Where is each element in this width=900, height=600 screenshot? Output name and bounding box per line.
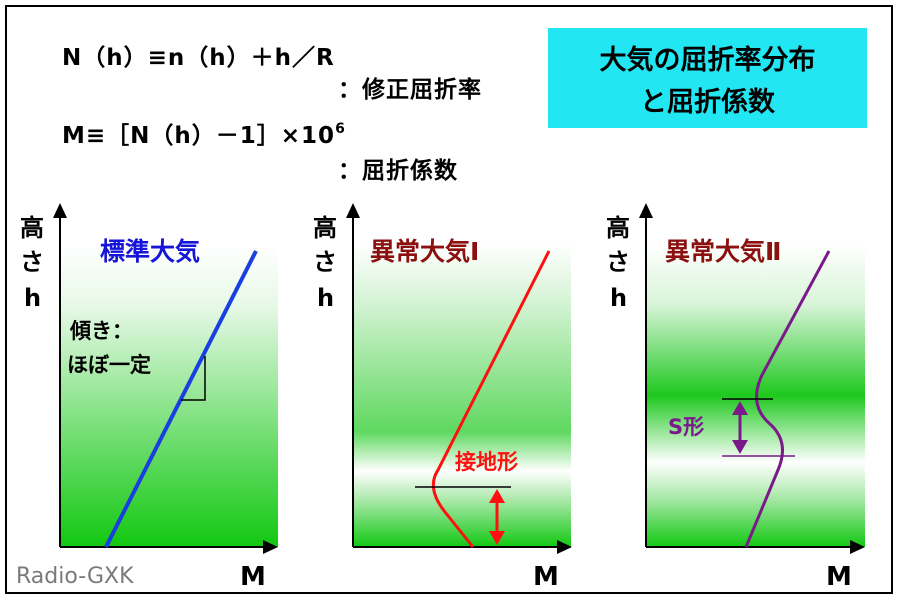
panel-2-background: [353, 244, 571, 547]
panel-2-title: 異常大気Ⅰ: [370, 237, 479, 266]
panel-3-x-label: M: [826, 562, 852, 592]
panel-2-y-arrowhead: [346, 203, 360, 218]
panel-1-title: 標準大気: [100, 237, 200, 266]
panel-3-height-arrow-down: [732, 440, 748, 454]
panel-3-y-label-3: h: [610, 284, 627, 312]
panel-1-background: [60, 244, 278, 547]
panel-3-title: 異常大気Ⅱ: [665, 237, 781, 266]
panel-3-y-arrowhead: [639, 203, 653, 218]
panel-1-slope-triangle: [181, 356, 206, 401]
panel-2-profile-line: [431, 250, 551, 548]
panel-abnormal-atmosphere-1: 高 さ h M 異常大気Ⅰ 接地形: [313, 203, 572, 592]
title-line-1: 大気の屈折率分布: [599, 45, 816, 76]
panel-1-y-label-3: h: [24, 284, 41, 312]
panel-1-annotation-line-2: ほぼ一定: [67, 353, 151, 377]
panel-2-annotation: 接地形: [455, 450, 518, 474]
panel-1-y-label-1: 高: [20, 214, 44, 242]
panel-2-x-arrowhead: [557, 540, 572, 554]
panel-abnormal-atmosphere-2: 高 さ h M 異常大気Ⅱ S形: [606, 203, 865, 592]
panel-2-height-arrow-up: [489, 489, 505, 503]
formula-m-main: M≡［N（h）－1］×10: [62, 123, 336, 149]
panel-3-profile-line: [744, 250, 831, 548]
title-line-2: と屈折係数: [640, 87, 775, 118]
panel-standard-atmosphere: 高 さ h M 標準大気 傾き： ほぼ一定: [20, 203, 278, 592]
panel-3-x-arrowhead: [850, 540, 865, 554]
panel-2-y-label-2: さ: [313, 248, 337, 276]
formula-n-description: ：修正屈折率: [338, 77, 482, 103]
panel-2-y-label-1: 高: [313, 214, 337, 242]
title-box: 大気の屈折率分布 と屈折係数: [548, 28, 867, 128]
panel-3-y-label-1: 高: [606, 214, 630, 242]
panel-1-y-arrowhead: [53, 203, 67, 218]
panel-2-x-label: M: [533, 562, 559, 592]
panel-2-height-arrow-down: [489, 531, 505, 545]
panel-3-height-arrow-up: [732, 401, 748, 415]
panel-1-annotation-line-1: 傾き：: [69, 319, 133, 343]
formula-n-definition: N（h）≡n（h）＋h／R: [62, 45, 335, 71]
panel-1-profile-line: [104, 250, 258, 548]
outer-border: [5, 5, 893, 594]
panel-3-y-label-2: さ: [606, 248, 630, 276]
formula-m-description: ：屈折係数: [338, 158, 458, 184]
panel-1-x-label: M: [240, 562, 266, 592]
formula-m-exponent: 6: [335, 121, 346, 137]
panel-1-x-arrowhead: [263, 540, 278, 554]
panel-3-annotation: S形: [668, 415, 704, 439]
watermark-text: Radio-GXK: [16, 564, 134, 589]
panel-1-y-label-2: さ: [20, 248, 44, 276]
formula-m-definition: M≡［N（h）－1］×106: [62, 116, 346, 150]
panel-2-y-label-3: h: [317, 284, 334, 312]
